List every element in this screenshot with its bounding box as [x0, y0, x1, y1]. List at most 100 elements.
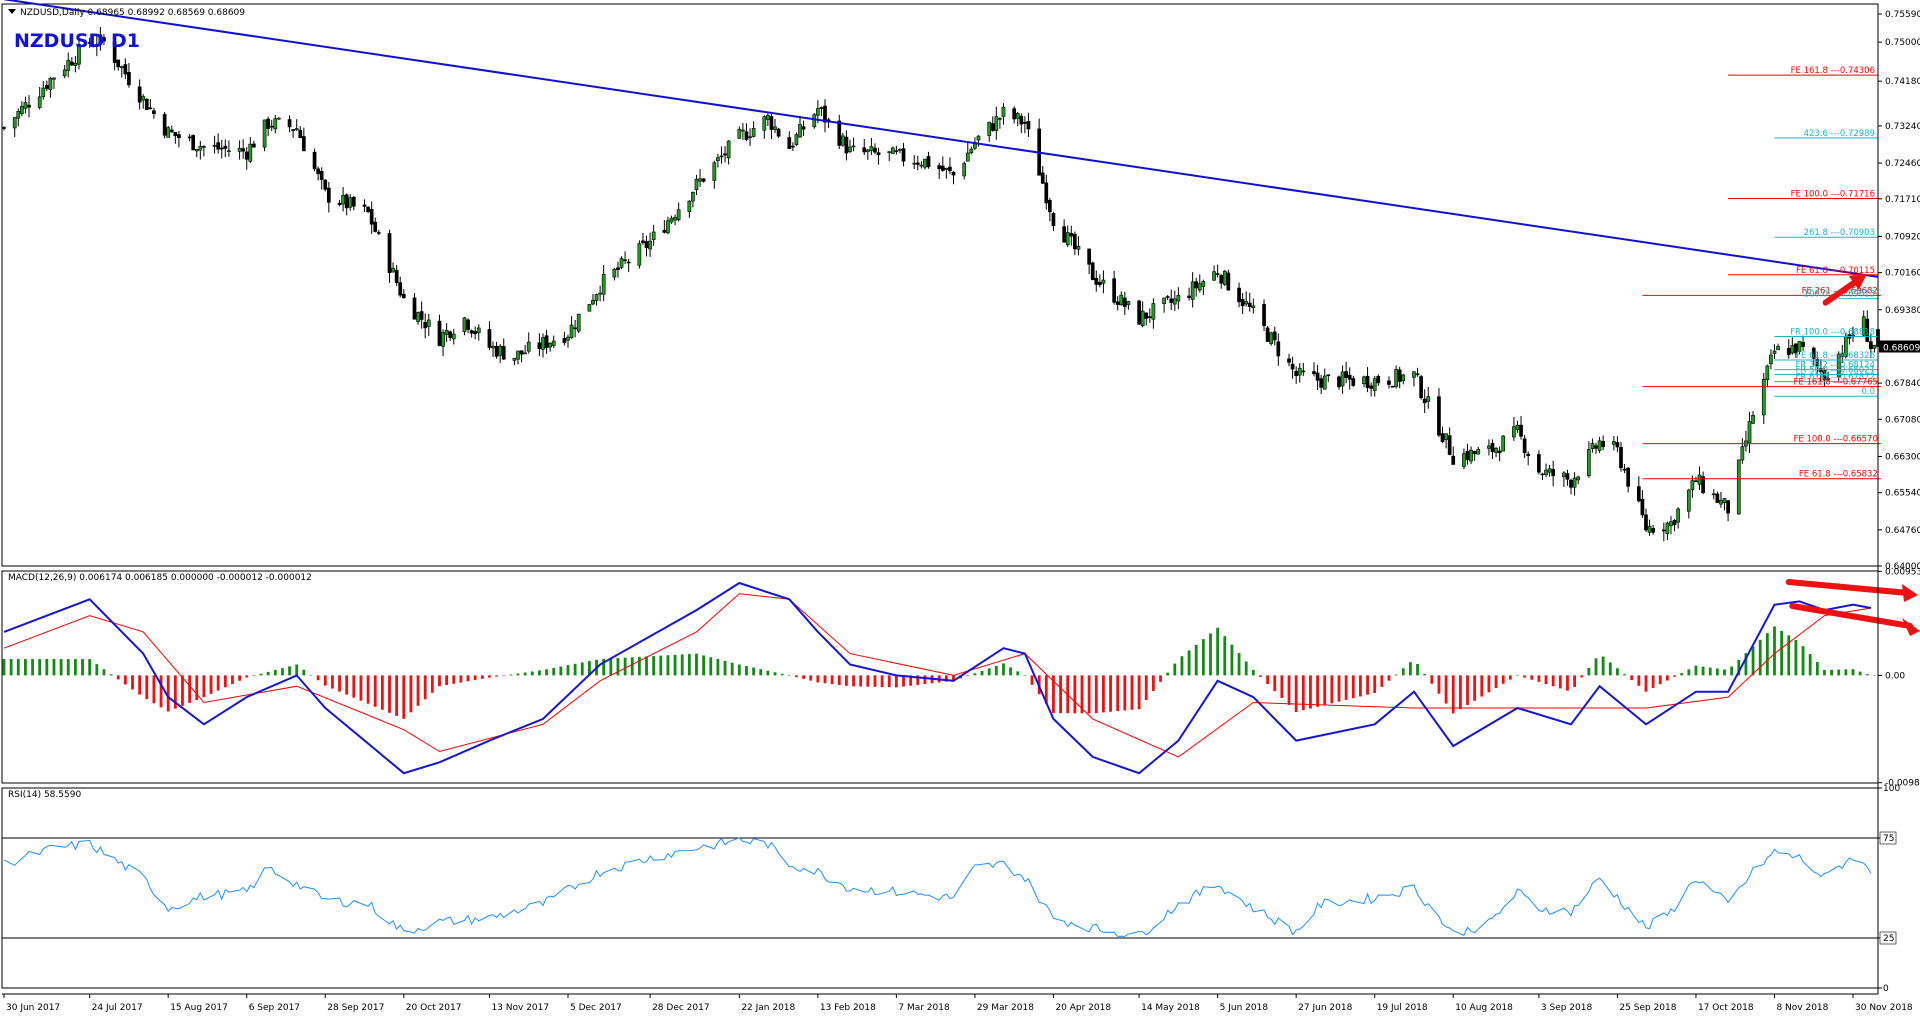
- macd-histogram-bar: [523, 672, 527, 676]
- macd-histogram-bar: [566, 665, 570, 676]
- bearish-candle: [940, 165, 945, 171]
- bearish-candle: [723, 153, 727, 156]
- bearish-candle: [144, 98, 149, 110]
- bearish-candle: [123, 64, 128, 75]
- macd-histogram-bar: [1616, 668, 1619, 676]
- macd-histogram-bar: [1194, 644, 1198, 676]
- macd-histogram-bar: [1180, 656, 1184, 676]
- bearish-candle: [187, 136, 192, 139]
- macd-panel[interactable]: MACD(12,26,9) 0.006174 0.006185 0.000000…: [1, 567, 1920, 789]
- macd-histogram-bar: [1480, 675, 1484, 697]
- bullish-candle: [391, 267, 395, 273]
- bullish-candle: [1572, 477, 1577, 488]
- bearish-candle: [1551, 468, 1556, 477]
- bearish-candle: [437, 320, 442, 346]
- macd-histogram-bar: [987, 668, 991, 676]
- macd-histogram-bar: [1159, 675, 1162, 682]
- bullish-candle: [277, 117, 281, 120]
- bullish-candle: [923, 158, 927, 168]
- bearish-candle: [291, 129, 295, 131]
- macd-histogram-bar: [216, 675, 220, 691]
- time-tick-label: 17 Oct 2018: [1698, 1003, 1754, 1013]
- bullish-candle: [194, 149, 199, 152]
- bearish-candle: [1240, 299, 1245, 307]
- bullish-candle: [1269, 332, 1274, 344]
- bearish-candle: [844, 136, 849, 154]
- macd-histogram-bar: [409, 675, 413, 713]
- macd-histogram-bar: [1273, 675, 1277, 691]
- bullish-candle: [737, 128, 742, 139]
- bullish-candle: [1297, 367, 1302, 376]
- bearish-candle: [219, 147, 224, 150]
- bullish-candle: [741, 129, 745, 132]
- macd-histogram-bar: [1009, 667, 1013, 676]
- bearish-candle: [1112, 278, 1116, 303]
- fibonacci-level-label: FE 100.0 ---0.71716: [1791, 190, 1875, 200]
- bullish-candle: [48, 78, 53, 90]
- macd-histogram-bar: [1808, 654, 1812, 676]
- time-tick-label: 30 Jun 2017: [6, 1003, 60, 1013]
- bearish-candle: [1073, 233, 1077, 250]
- time-tick-label: 20 Apr 2018: [1055, 1003, 1111, 1013]
- bullish-candle: [840, 135, 845, 146]
- bearish-candle: [1537, 454, 1541, 473]
- macd-histogram-bar: [245, 675, 249, 678]
- macd-histogram-bar: [1173, 663, 1177, 676]
- macd-histogram-bar: [488, 675, 491, 678]
- bearish-candle: [469, 330, 474, 334]
- bullish-candle: [227, 150, 231, 152]
- red-arrow-down-right-head-icon: [1902, 618, 1920, 636]
- bearish-candle: [1247, 302, 1252, 308]
- macd-histogram-bar: [723, 660, 727, 676]
- fibonacci-level-label: 0.0: [1861, 387, 1875, 397]
- macd-tick-label: -0.009885: [1885, 779, 1920, 789]
- bullish-candle: [566, 336, 570, 341]
- bullish-candle: [541, 337, 545, 350]
- macd-histogram-bar: [759, 669, 763, 676]
- price-tick-label: 0.70160: [1885, 269, 1920, 279]
- bullish-candle: [673, 217, 677, 221]
- bullish-candle: [676, 209, 681, 220]
- bullish-candle: [748, 136, 752, 139]
- macd-histogram-bar: [1316, 675, 1319, 707]
- rsi-panel[interactable]: RSI(14) 58.5590 100 75 25 0: [1, 784, 1900, 994]
- bearish-candle: [301, 136, 306, 152]
- bearish-candle: [1640, 499, 1645, 516]
- bullish-candle: [212, 144, 217, 147]
- bearish-candle: [1447, 435, 1452, 455]
- macd-histogram-bar: [1223, 636, 1227, 676]
- bullish-candle: [1140, 310, 1145, 327]
- bullish-candle: [1576, 476, 1581, 481]
- price-panel[interactable]: 0.75590 0.75000 0.74180 0.73240 0.72460 0.717…: [1, 0, 1920, 572]
- bearish-candle: [323, 179, 328, 190]
- bearish-candle: [162, 114, 167, 136]
- bearish-candle: [1594, 445, 1598, 449]
- rsi-tick-label: 0: [1883, 984, 1889, 994]
- macd-histogram-bar: [1730, 666, 1734, 676]
- macd-histogram-bar: [52, 659, 56, 676]
- bearish-candle: [1636, 486, 1641, 502]
- bearish-candle: [173, 132, 178, 137]
- bearish-candle: [791, 145, 795, 148]
- time-tick-label: 29 Mar 2018: [977, 1003, 1034, 1013]
- bearish-candle: [326, 187, 331, 203]
- bearish-candle: [102, 37, 106, 42]
- macd-histogram-bar: [81, 659, 84, 676]
- price-tick-label: 0.73240: [1885, 122, 1920, 132]
- bullish-candle: [1494, 447, 1498, 453]
- bearish-candle: [298, 129, 303, 139]
- bearish-candle: [862, 147, 867, 153]
- macd-histogram-bar: [24, 659, 27, 676]
- macd-histogram-bar: [1815, 662, 1819, 676]
- macd-histogram-bar: [1387, 675, 1391, 681]
- bullish-candle: [794, 134, 799, 145]
- bearish-candle: [112, 41, 117, 63]
- macd-histogram-bar: [516, 673, 520, 676]
- macd-histogram-bar: [1837, 669, 1841, 676]
- fibonacci-level-label: FE 61.8 ---0.70115: [1796, 266, 1875, 276]
- macd-histogram-bar: [459, 675, 463, 683]
- bullish-candle: [262, 119, 267, 148]
- bearish-candle: [537, 342, 542, 350]
- bearish-candle: [1601, 441, 1605, 448]
- macd-histogram-bar: [1701, 666, 1705, 676]
